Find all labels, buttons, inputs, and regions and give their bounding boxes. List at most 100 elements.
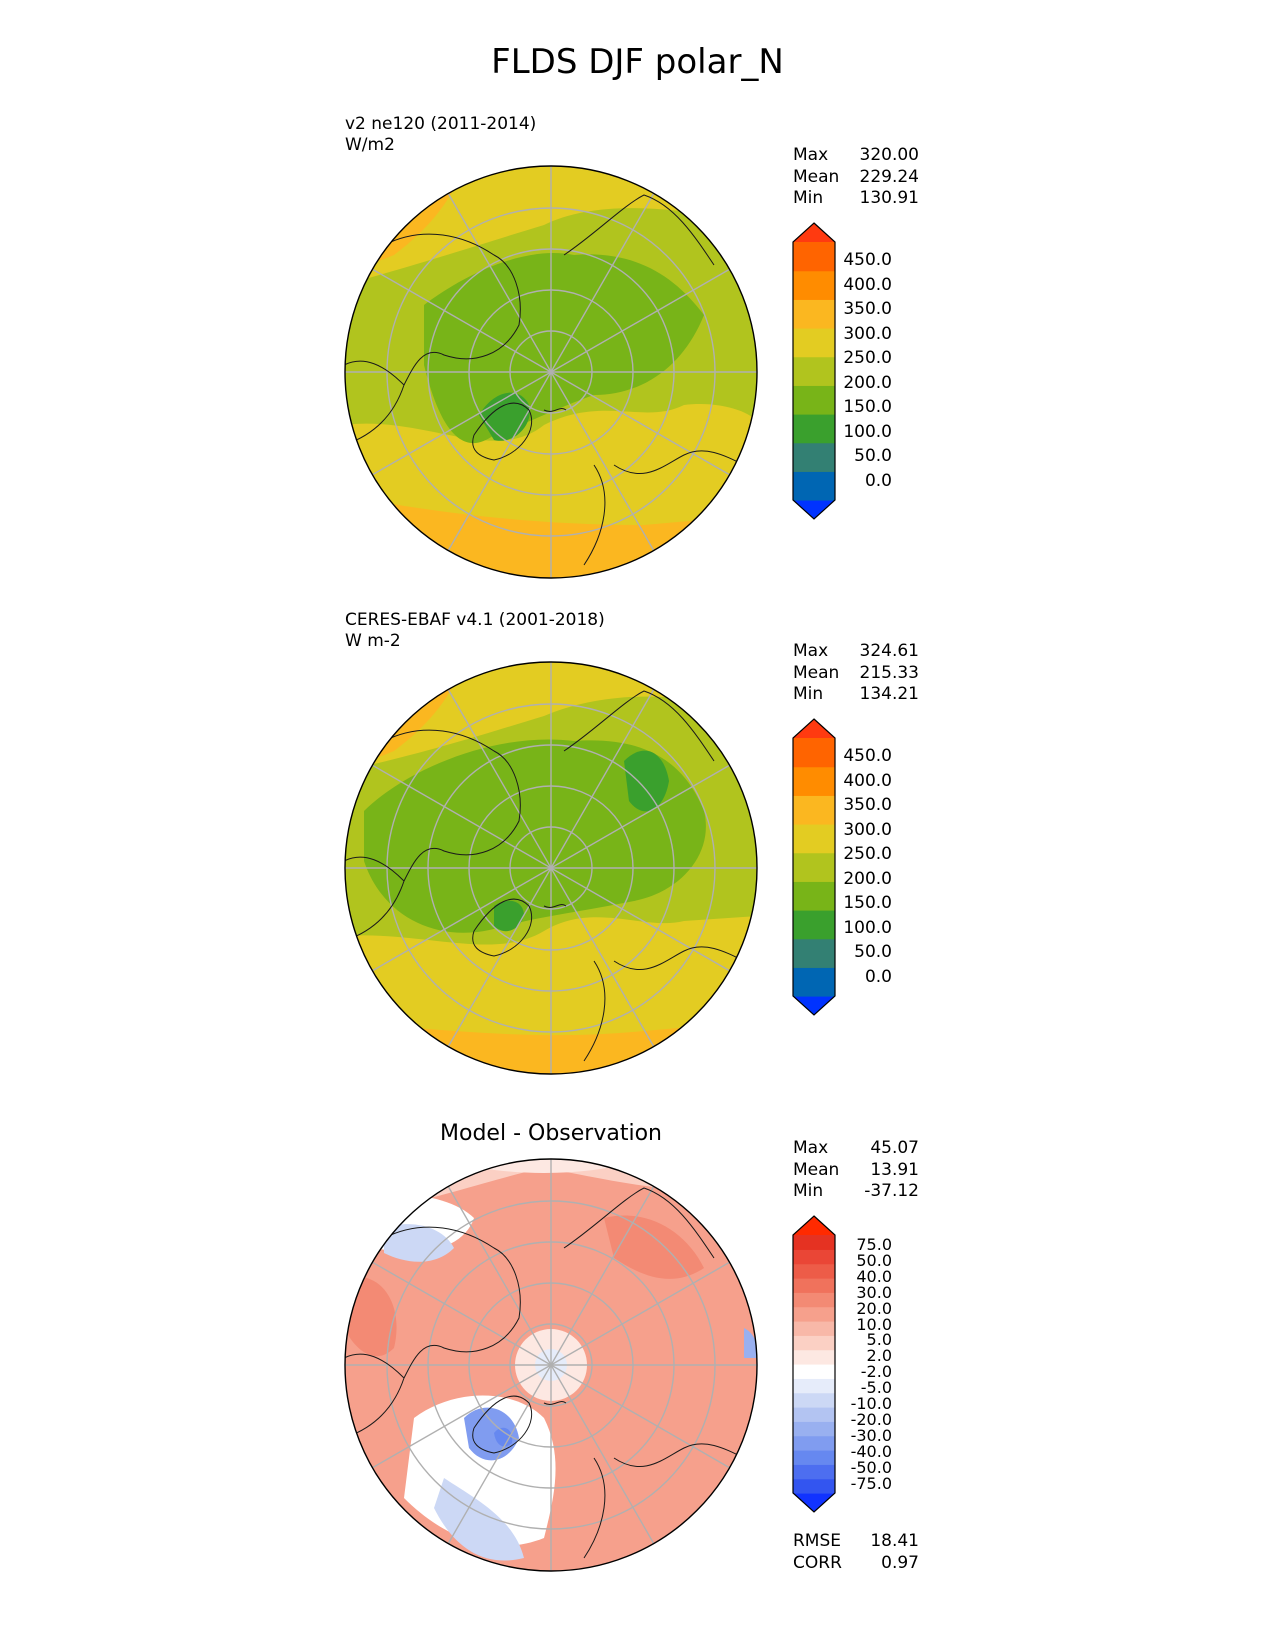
colorbar-segment bbox=[793, 1263, 835, 1279]
colorbar-tick-label: 300.0 bbox=[843, 323, 892, 344]
colorbar-segment bbox=[793, 471, 835, 501]
panel-2-graticule bbox=[345, 662, 757, 1074]
panel-2-colorbar bbox=[792, 718, 836, 1016]
colorbar-segment bbox=[793, 1435, 835, 1451]
panel-2-map bbox=[344, 661, 758, 1075]
colorbar-tick-label: 200.0 bbox=[843, 868, 892, 889]
stat-min-value: 134.21 bbox=[859, 684, 919, 704]
stat-min-label: Min bbox=[793, 1181, 824, 1201]
corr-label: CORR bbox=[793, 1552, 842, 1573]
panel-2-coastlines bbox=[345, 690, 745, 1062]
colorbar-segment bbox=[793, 356, 835, 386]
panel-2-stats: Max 324.61 Mean 215.33 Min 134.21 bbox=[793, 641, 919, 706]
stat-max-value: 320.00 bbox=[859, 145, 919, 165]
colorbar-extend-high bbox=[793, 719, 835, 738]
colorbar-tick-label: 400.0 bbox=[843, 770, 892, 791]
colorbar-tick-label: 400.0 bbox=[843, 274, 892, 295]
colorbar-tick-label: -40.0 bbox=[850, 1441, 892, 1461]
panel-1-graticule bbox=[345, 166, 757, 578]
panel-2-units: W m-2 bbox=[345, 631, 401, 651]
colorbar-tick-label: 5.0 bbox=[866, 1330, 892, 1350]
colorbar-segment bbox=[793, 442, 835, 472]
panel-3-map bbox=[344, 1158, 758, 1572]
colorbar-segment bbox=[793, 881, 835, 911]
panel-1-colorbar bbox=[792, 222, 836, 520]
colorbar-segment bbox=[793, 270, 835, 300]
colorbar-extend-high bbox=[793, 1216, 835, 1235]
colorbar-segment bbox=[793, 910, 835, 940]
colorbar-tick-label: 150.0 bbox=[843, 397, 892, 417]
colorbar-segment bbox=[793, 795, 835, 825]
colorbar-segment bbox=[793, 1364, 835, 1379]
colorbar-tick-label: 450.0 bbox=[843, 250, 892, 270]
colorbar-tick-label: 20.0 bbox=[856, 1298, 892, 1318]
stat-min-value: -37.12 bbox=[864, 1181, 919, 1201]
colorbar-tick-label: 300.0 bbox=[843, 819, 892, 840]
panel-1-units: W/m2 bbox=[345, 135, 395, 155]
colorbar-segment bbox=[793, 1235, 835, 1250]
colorbar-tick-label: 350.0 bbox=[843, 299, 892, 319]
colorbar-segment bbox=[793, 852, 835, 882]
figure-title: FLDS DJF polar_N bbox=[491, 42, 784, 82]
colorbar-tick-label: 0.0 bbox=[864, 470, 892, 491]
colorbar-extend-low bbox=[793, 996, 835, 1015]
stat-max-label: Max bbox=[793, 1138, 829, 1158]
colorbar-extend-low bbox=[793, 500, 835, 519]
stat-mean-label: Mean bbox=[793, 662, 840, 683]
stat-max-label: Max bbox=[793, 145, 829, 165]
stat-min-label: Min bbox=[793, 684, 824, 704]
colorbar-extend-low bbox=[793, 1493, 835, 1512]
colorbar-tick-label: 2.0 bbox=[866, 1346, 892, 1366]
colorbar-tick-label: -30.0 bbox=[850, 1425, 892, 1445]
panel-3-graticule bbox=[345, 1159, 757, 1571]
colorbar-tick-label: 50.0 bbox=[856, 1250, 892, 1270]
colorbar-segment bbox=[793, 1249, 835, 1265]
panel-1-coastlines bbox=[345, 194, 745, 566]
colorbar-tick-label: 250.0 bbox=[843, 348, 892, 368]
colorbar-tick-label: 10.0 bbox=[856, 1314, 892, 1334]
colorbar-segment bbox=[793, 1321, 835, 1336]
panel-2-title: CERES-EBAF v4.1 (2001-2018) W m-2 bbox=[345, 610, 605, 652]
stat-min-label: Min bbox=[793, 188, 824, 208]
colorbar-extend-high bbox=[793, 223, 835, 242]
colorbar-segment bbox=[793, 1392, 835, 1408]
panel-1-title-line1: v2 ne120 (2011-2014) bbox=[345, 114, 537, 134]
colorbar-tick-label: 100.0 bbox=[843, 421, 892, 442]
panel-3-stats: Max 45.07 Mean 13.91 Min -37.12 bbox=[793, 1138, 919, 1203]
colorbar-tick-label: 75.0 bbox=[856, 1235, 892, 1254]
colorbar-segment bbox=[793, 385, 835, 415]
stat-mean-label: Mean bbox=[793, 166, 840, 187]
colorbar-segment bbox=[793, 299, 835, 329]
stat-mean-value: 229.24 bbox=[859, 166, 919, 187]
colorbar-tick-label: -2.0 bbox=[860, 1362, 892, 1382]
panel-3-metrics: RMSE 18.41 CORR 0.97 bbox=[793, 1531, 919, 1574]
colorbar-segment bbox=[793, 1478, 835, 1494]
colorbar-segment bbox=[793, 967, 835, 997]
colorbar-tick-label: 150.0 bbox=[843, 893, 892, 913]
panel-1-title: v2 ne120 (2011-2014) W/m2 bbox=[345, 114, 536, 156]
stat-min-value: 130.91 bbox=[859, 188, 919, 208]
stat-max-value: 45.07 bbox=[870, 1138, 919, 1158]
colorbar-segment bbox=[793, 1292, 835, 1308]
colorbar-tick-label: 40.0 bbox=[856, 1266, 892, 1286]
colorbar-tick-label: 100.0 bbox=[843, 917, 892, 938]
rmse-label: RMSE bbox=[793, 1531, 842, 1551]
colorbar-segment bbox=[793, 1278, 835, 1293]
stat-max-label: Max bbox=[793, 641, 829, 661]
panel-1-stats: Max 320.00 Mean 229.24 Min 130.91 bbox=[793, 145, 919, 210]
colorbar-tick-label: -10.0 bbox=[850, 1394, 892, 1413]
colorbar-tick-label: 450.0 bbox=[843, 746, 892, 766]
stat-mean-label: Mean bbox=[793, 1159, 840, 1180]
panel-3-title: Model - Observation bbox=[440, 1121, 662, 1146]
colorbar-tick-label: 250.0 bbox=[843, 844, 892, 864]
colorbar-segment bbox=[793, 1421, 835, 1437]
colorbar-tick-label: 30.0 bbox=[856, 1282, 892, 1302]
colorbar-segment bbox=[793, 1407, 835, 1422]
colorbar-tick-label: 200.0 bbox=[843, 372, 892, 393]
stat-mean-value: 13.91 bbox=[870, 1159, 919, 1180]
colorbar-segment bbox=[793, 1464, 835, 1480]
colorbar-segment bbox=[793, 824, 835, 854]
colorbar-segment bbox=[793, 1335, 835, 1351]
colorbar-tick-label: -20.0 bbox=[850, 1409, 892, 1429]
colorbar-outline bbox=[792, 222, 836, 520]
